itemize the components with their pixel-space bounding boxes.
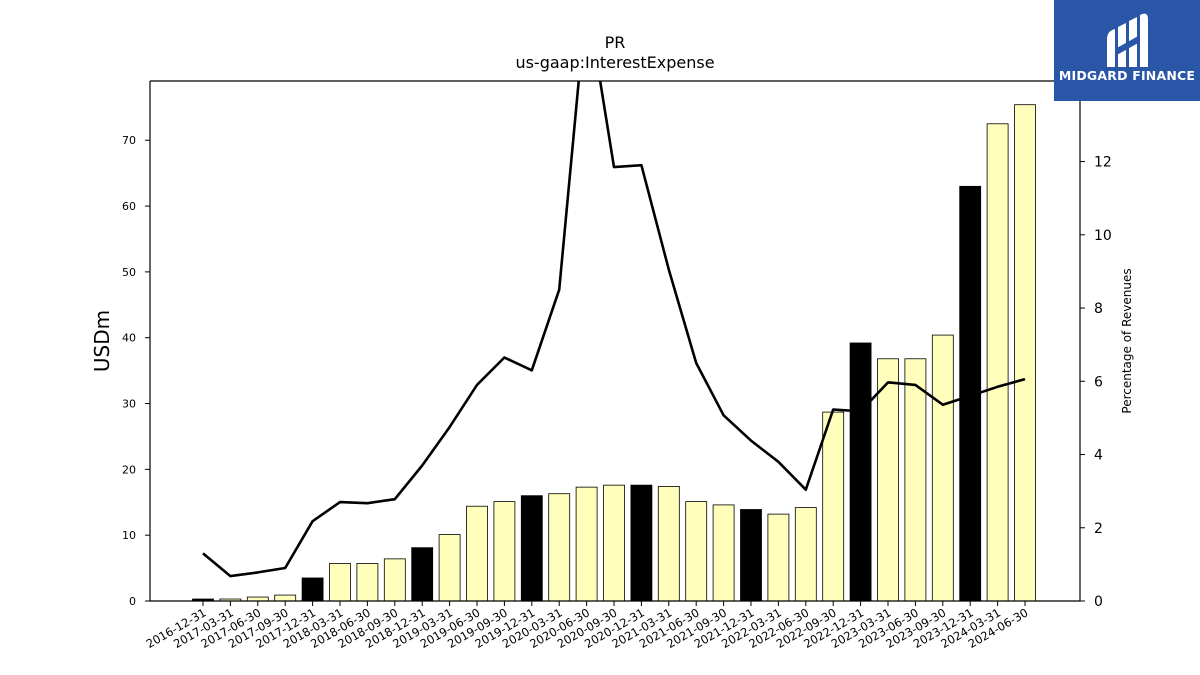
bar-2017-12-31 [301,577,324,601]
percentage-line [202,81,1026,578]
bar-2022-03-31 [767,513,790,601]
midgard-logo-icon [1107,13,1148,67]
bar-2023-03-31 [877,358,899,601]
logo-text: MIDGARD FINANCE [1058,68,1196,83]
bar-2022-09-30 [822,411,845,601]
y2-ticks: 0 2 4 6 8 10 12 [1080,155,1112,610]
bar-2021-03-31 [657,486,680,601]
bar-2017-06-30 [246,596,269,601]
y-tick-label: 0 [129,595,136,608]
bar-2020-12-31 [630,484,653,601]
bar-2019-09-30 [493,501,516,601]
bar-2019-03-31 [438,534,461,601]
y2-tick-label: 12 [1094,155,1112,171]
y-ticks: 0 10 20 30 40 50 60 70 [122,134,150,608]
chart-title: PR [605,33,626,52]
bar-2022-12-31 [849,342,872,601]
y-axis-label: USDm [90,310,114,372]
bar-2020-03-31 [548,493,571,601]
bar-2020-06-30 [575,486,598,601]
bar-2023-06-30 [904,358,927,601]
y2-tick-label: 0 [1094,594,1103,610]
bar-2017-03-31 [219,598,242,601]
bar-2022-06-30 [794,507,817,601]
axes [149,80,1081,602]
bar-2021-06-30 [685,501,708,601]
y-tick-label: 50 [122,266,136,279]
y2-tick-label: 10 [1094,228,1112,244]
bar-2024-06-30 [1014,104,1036,601]
y-tick-label: 70 [122,134,136,147]
bar-2021-09-30 [712,504,735,601]
bar-2019-12-31 [520,495,543,601]
line-series [202,81,1026,578]
bar-series [192,104,1036,601]
bar-2020-09-30 [603,484,625,601]
y-tick-label: 60 [122,200,136,213]
bar-2018-09-30 [383,558,406,601]
bar-2018-06-30 [356,563,379,601]
y-tick-label: 40 [122,332,136,345]
bar-2019-06-30 [466,505,488,601]
x-ticks: 2016-12-312017-03-312017-06-302017-09-30… [144,601,1031,651]
y-tick-label: 30 [122,398,136,411]
y2-tick-label: 4 [1094,448,1103,464]
bar-2021-12-31 [740,509,762,601]
bar-2018-03-31 [329,563,351,601]
y2-tick-label: 2 [1094,521,1103,537]
bar-2024-03-31 [986,123,1009,601]
brand-logo: MIDGARD FINANCE [1054,0,1200,101]
bar-2016-12-31 [192,598,214,601]
bar-2023-09-30 [931,334,954,601]
y2-tick-label: 6 [1094,374,1103,390]
chart-subtitle: us-gaap:InterestExpense [515,53,714,72]
bar-2018-12-31 [411,547,434,601]
y2-axis-label: Percentage of Revenues [1120,268,1134,413]
y-tick-label: 10 [122,529,136,542]
y-tick-label: 20 [122,463,136,476]
y2-tick-label: 8 [1094,301,1103,317]
bar-2017-09-30 [274,594,297,601]
